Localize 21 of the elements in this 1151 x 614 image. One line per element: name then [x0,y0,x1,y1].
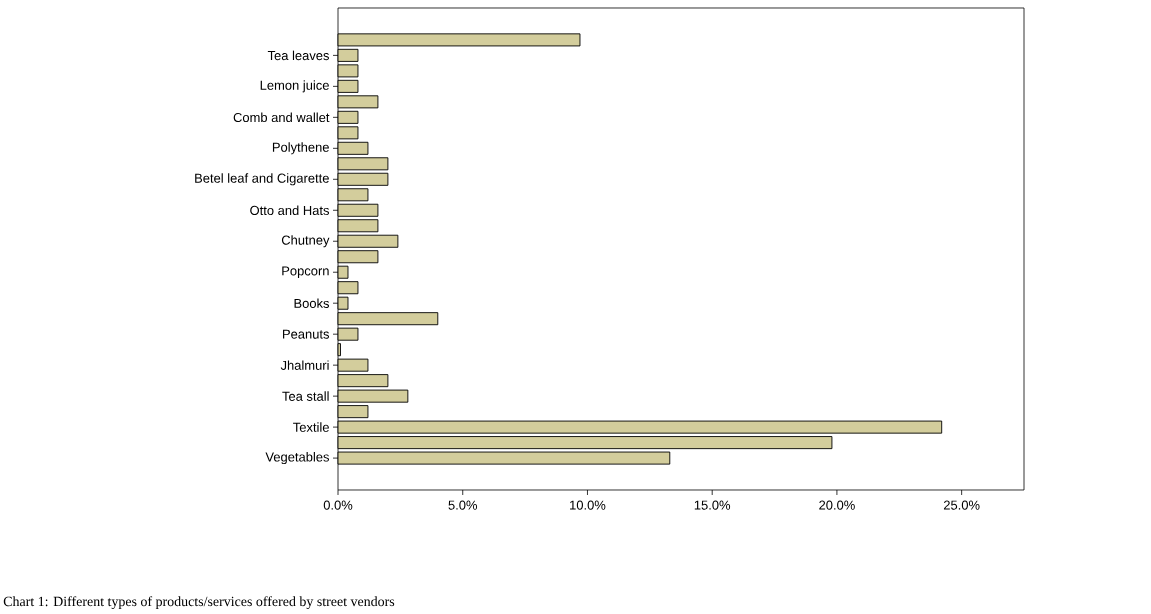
x-tick-label: 25.0% [943,500,980,510]
y-tick-label: Otto and Hats [250,205,330,216]
y-tick-label: Tea leaves [267,50,330,61]
x-tick-label: 15.0% [694,500,731,510]
y-tick-label: Peanuts [283,329,330,339]
y-tick-label: Tea stall [282,391,329,401]
y-tick-label: Comb and wallet [233,112,330,123]
y-tick-label: Betel leaf and Cigarette [195,173,329,186]
x-tick-label: 5.0% [448,500,478,510]
y-tick-label: Lemon juice [260,80,329,93]
y-tick-label: Popcorn [282,266,329,279]
y-tick-label: Polythene [272,142,329,155]
caption: Chart 1: Different types of products/services offered by street vendors [3,596,395,609]
x-tick-label: 0.0% [323,500,353,510]
y-tick-label: Chutney [281,235,330,248]
x-tick-label: 10.0% [570,500,606,510]
y-tick-label: Books [294,298,330,308]
x-tick-label: 20.0% [819,500,855,510]
y-tick-label: Vegetables [265,452,330,465]
y-tick-label: Jhalmuri [280,360,329,370]
y-tick-label: Textile [293,422,329,432]
